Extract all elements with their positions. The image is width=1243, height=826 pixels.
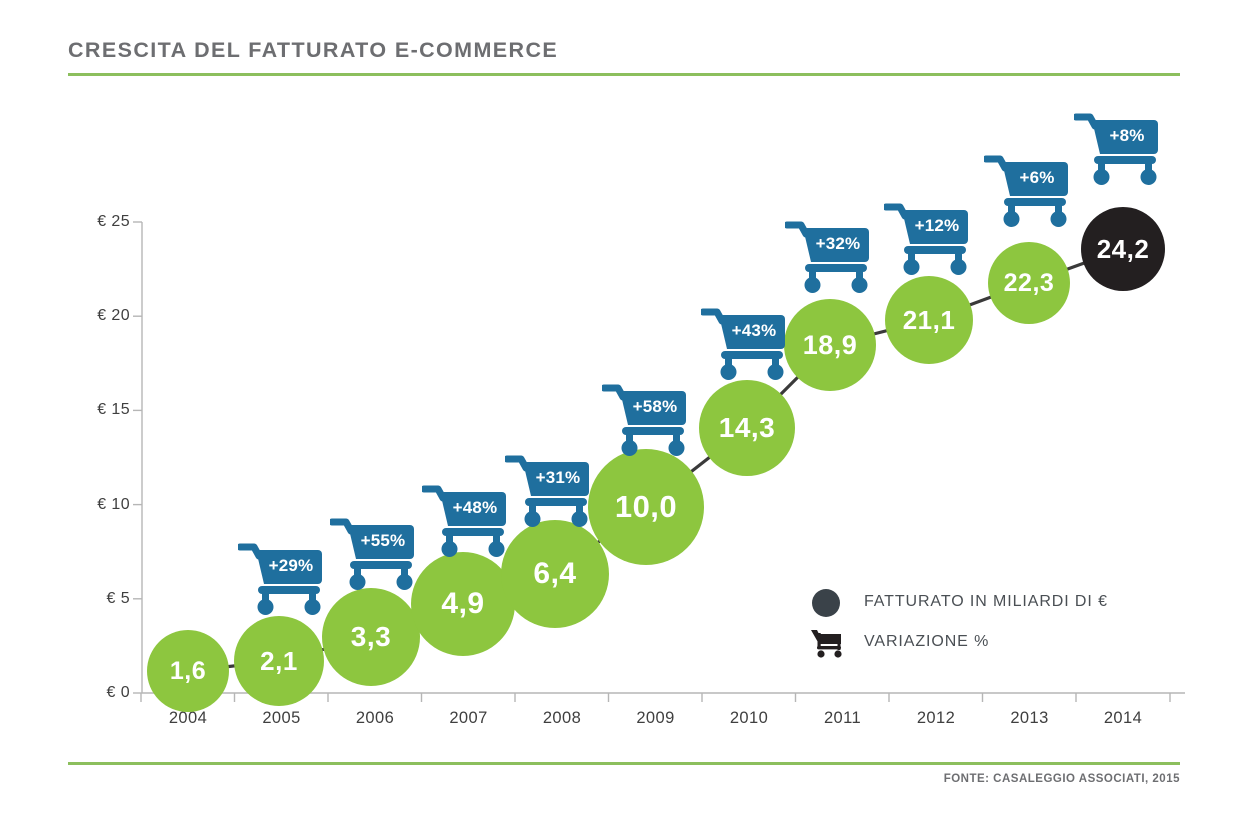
data-bubble[interactable]: 1,6 [147,630,229,712]
header-divider [68,73,1180,76]
circle-icon [812,589,840,617]
data-bubble[interactable]: 2,1 [234,616,324,706]
x-axis-tick-label: 2006 [355,709,395,727]
data-bubble[interactable]: 10,0 [588,449,704,565]
data-bubble[interactable]: 6,4 [501,520,609,628]
shopping-cart-icon[interactable]: +58% [602,382,688,456]
variation-percent-label: +43% [731,321,777,340]
y-axis-tick-label: € 15 [97,401,130,419]
bubble-value-label: 4,9 [441,587,485,620]
x-axis-tick-label: 2011 [823,709,862,727]
variation-percent-label: +12% [914,216,960,235]
bubble-value-label: 2,1 [260,645,298,676]
data-bubble[interactable]: 14,3 [699,380,795,476]
y-axis-tick-label: € 0 [106,684,130,701]
shopping-cart-icon[interactable]: +55% [330,516,416,590]
source-note: FONTE: CASALEGGIO ASSOCIATI, 2015 [943,773,1180,785]
bubble-value-label: 22,3 [1003,268,1055,297]
bubble-value-label: 14,3 [718,412,776,443]
variation-percent-label: +31% [535,468,581,487]
bubble-value-label: 21,1 [902,304,956,335]
header: CRESCITA DEL FATTURATO E-COMMERCE [68,38,1180,76]
bubble-value-label: 10,0 [614,489,678,524]
bubble-value-label: 6,4 [533,557,577,590]
variation-percent-label: +58% [632,397,678,416]
x-axis-tick-label: 2009 [636,709,675,727]
bubble-value-label: 18,9 [802,329,858,360]
shopping-cart-icon[interactable]: +12% [884,201,970,275]
shopping-cart-icon[interactable]: +32% [785,219,871,293]
shopping-cart-icon[interactable]: +29% [238,541,324,615]
variation-percent-label: +6% [1019,168,1055,187]
data-bubble[interactable]: 21,1 [885,276,973,364]
x-axis-tick-label: 2005 [262,709,301,727]
x-axis-tick-label: 2004 [168,709,208,727]
data-bubble[interactable]: 24,2 [1081,207,1165,291]
bubble-value-label: 24,2 [1096,233,1150,264]
variation-percent-label: +55% [360,531,406,550]
legend-label-fatturato: FATTURATO IN MILIARDI DI € [864,593,1108,610]
variation-percent-label: +8% [1109,126,1145,145]
shopping-cart-icon[interactable]: +6% [984,153,1070,227]
x-axis-tick-label: 2010 [729,709,769,727]
shopping-cart-icon[interactable]: +8% [1074,111,1160,185]
footer-divider [68,762,1180,765]
shopping-cart-icon[interactable]: +43% [701,306,787,380]
legend-label-variazione: VARIAZIONE % [864,633,990,650]
x-axis-tick-label: 2014 [1103,709,1143,727]
variation-percent-label: +32% [815,234,861,253]
x-axis-tick-label: 2012 [916,709,956,727]
y-axis-tick-label: € 10 [97,495,130,513]
y-axis-tick-label: € 20 [97,307,130,325]
shopping-cart-icon[interactable]: +48% [422,483,508,557]
x-axis-tick-label: 2013 [1010,709,1049,727]
data-bubble[interactable]: 22,3 [988,242,1070,324]
shopping-cart-icon [810,627,844,659]
bubble-value-label: 3,3 [350,621,392,652]
data-bubble[interactable]: 4,9 [411,552,515,656]
variation-percent-label: +48% [452,498,498,517]
variation-percent-label: +29% [268,556,314,575]
y-axis-tick-label: € 25 [97,213,130,230]
page-title: CRESCITA DEL FATTURATO E-COMMERCE [68,38,559,62]
y-axis-tick-label: € 5 [106,589,130,607]
bubble-value-label: 1,6 [169,656,207,685]
x-axis-tick-label: 2008 [542,709,582,727]
x-axis-tick-label: 2007 [449,709,488,727]
data-bubble[interactable]: 3,3 [322,588,420,686]
shopping-cart-icon[interactable]: +31% [505,453,591,527]
data-bubble[interactable]: 18,9 [784,299,876,391]
